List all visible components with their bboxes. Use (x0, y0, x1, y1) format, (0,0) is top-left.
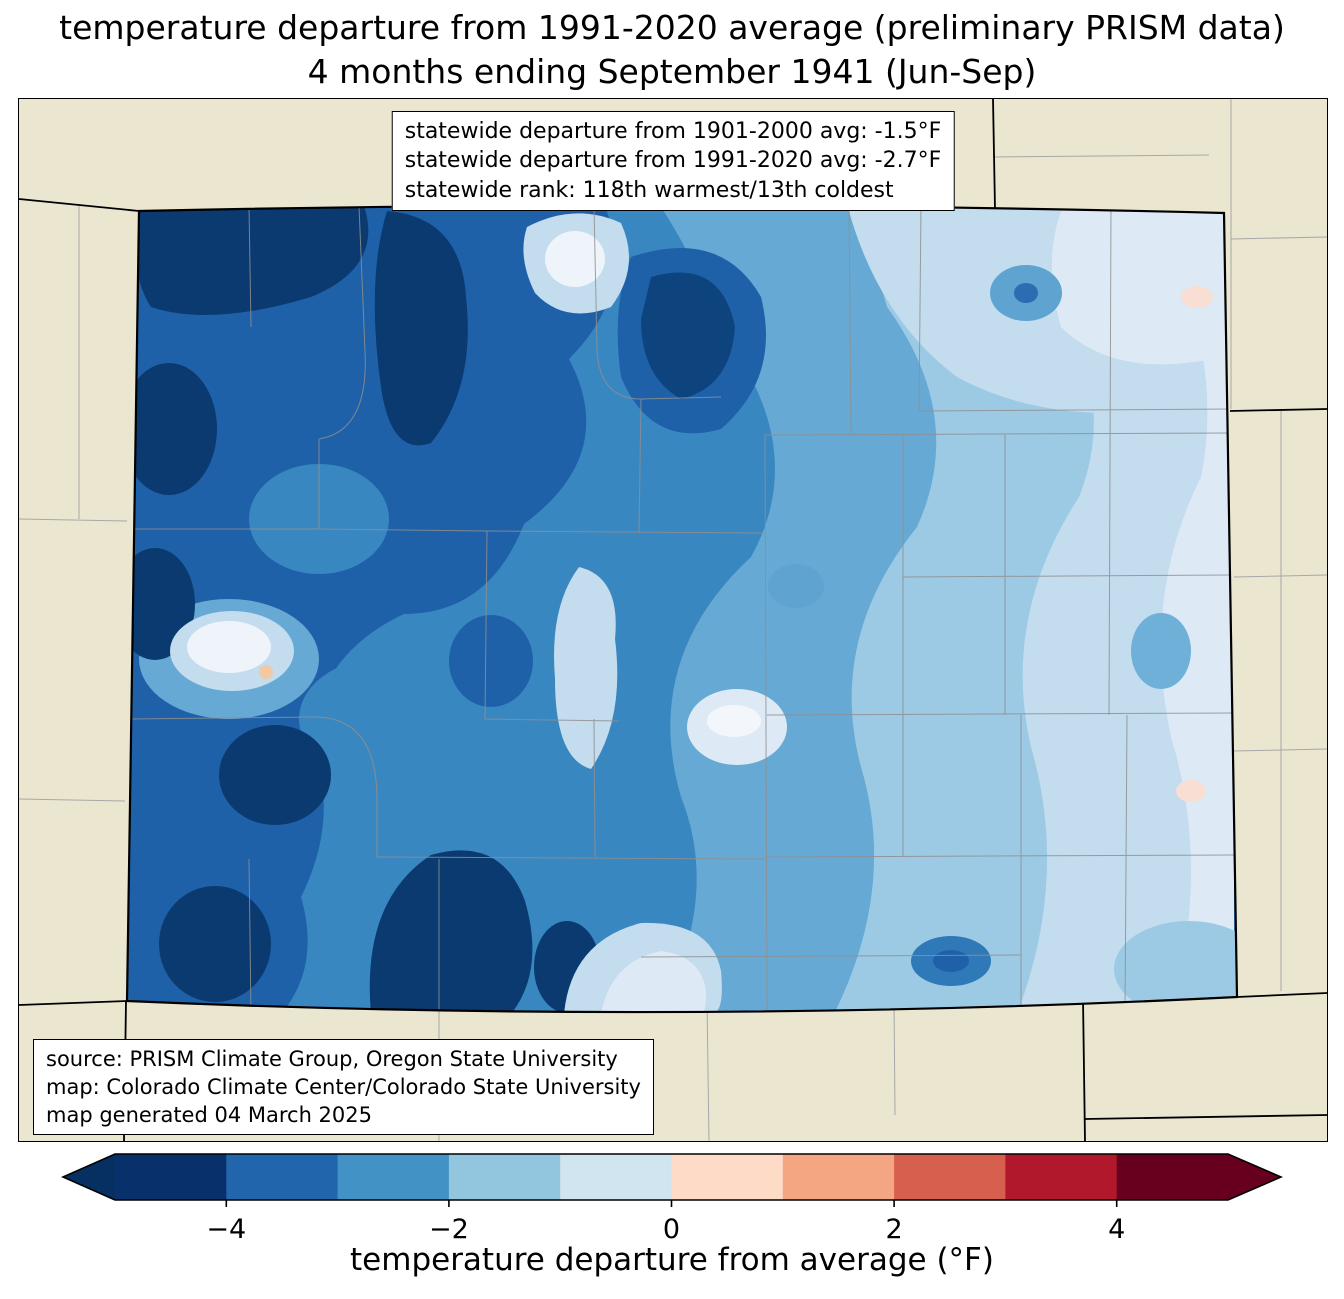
colorbar-segment (894, 1154, 1006, 1200)
colorado-map-svg (19, 99, 1327, 1141)
colorbar-tick-label: −2 (429, 1214, 469, 1245)
colorbar-outline (61, 1153, 1284, 1201)
colorbar-segment (782, 1154, 895, 1200)
stats-line-2: statewide departure from 1991-2020 avg: … (404, 148, 942, 174)
temperature-contours (127, 205, 1237, 1013)
colorbar-segment (115, 1154, 227, 1200)
map-canvas: statewide departure from 1901-2000 avg: … (18, 98, 1328, 1142)
stats-line-3: statewide rank: 118th warmest/13th colde… (404, 177, 894, 203)
colorbar-segment (448, 1154, 561, 1200)
colorbar-over-arrow (1228, 1154, 1281, 1200)
colorbar-segment (560, 1154, 673, 1200)
colorbar-svg: −4 −2 0 2 4 (61, 1153, 1284, 1245)
neighbor-state-borders (19, 99, 1327, 1141)
colorbar-tick-label: 0 (663, 1214, 680, 1245)
colorbar: −4 −2 0 2 4 (0, 1146, 1344, 1246)
figure-title-line1: temperature departure from 1991-2020 ave… (59, 8, 1285, 47)
colorbar-under-arrow (63, 1154, 115, 1200)
credits-line-2: map: Colorado Climate Center/Colorado St… (46, 1075, 641, 1100)
credits-line-3: map generated 04 March 2025 (46, 1103, 373, 1128)
credits-box: source: PRISM Climate Group, Oregon Stat… (33, 1039, 654, 1136)
figure-title-line2: 4 months ending September 1941 (Jun-Sep) (307, 51, 1037, 91)
colorbar-tick-label: −4 (206, 1214, 246, 1245)
colorbar-tick-label: 4 (1108, 1214, 1125, 1245)
colorbar-segment (1005, 1154, 1118, 1200)
colorbar-segment (671, 1154, 784, 1200)
colorbar-label: temperature departure from average (°F) (350, 1242, 994, 1278)
stats-box: statewide departure from 1901-2000 avg: … (391, 111, 955, 212)
colorbar-segment (337, 1154, 450, 1200)
colorbar-segment (1116, 1154, 1229, 1200)
stats-line-1: statewide departure from 1901-2000 avg: … (404, 119, 942, 144)
credits-line-1: source: PRISM Climate Group, Oregon Stat… (46, 1047, 618, 1071)
colorbar-tick-label: 2 (886, 1214, 903, 1245)
colorado-county-lines (128, 205, 1235, 1013)
figure-title: temperature departure from 1991-2020 ave… (0, 6, 1344, 93)
colorbar-segment (226, 1154, 339, 1200)
